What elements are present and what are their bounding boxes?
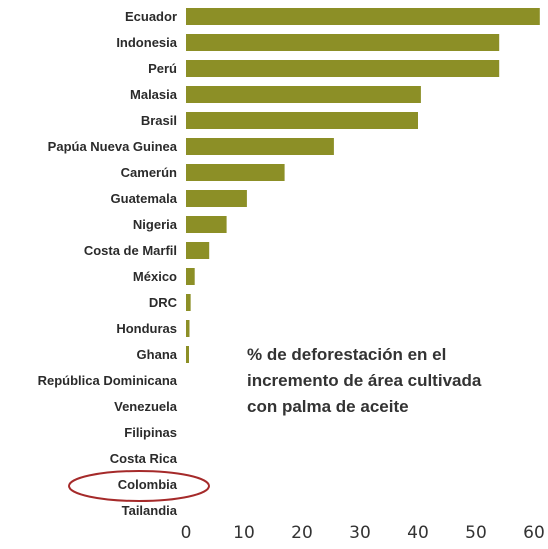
category-label-indonesia: Indonesia: [116, 35, 177, 50]
x-tick-label: 20: [291, 523, 313, 543]
x-axis-ticks: 0 10 20 30 40 50 60: [181, 523, 545, 543]
bar-ghana: [186, 346, 189, 363]
x-tick-label: 50: [465, 523, 487, 543]
category-label-ecuador: Ecuador: [125, 9, 177, 24]
category-label-mexico: México: [133, 269, 177, 284]
category-label-drc: DRC: [149, 295, 178, 310]
x-tick-label: 30: [349, 523, 371, 543]
category-label-peru: Perú: [148, 61, 177, 76]
highlight-ellipse: [68, 470, 210, 502]
highlight-group: [68, 470, 210, 502]
bar-honduras: [186, 320, 190, 337]
category-label-costa-rica: Costa Rica: [110, 451, 178, 466]
bar-guatemala: [186, 190, 247, 207]
bar-peru: [186, 60, 500, 77]
category-label-honduras: Honduras: [116, 321, 177, 336]
category-label-papua-nueva-guinea: Papúa Nueva Guinea: [48, 139, 178, 154]
category-label-venezuela: Venezuela: [114, 399, 178, 414]
bar-indonesia: [186, 34, 500, 51]
bar-mexico: [186, 268, 195, 285]
category-label-guatemala: Guatemala: [111, 191, 178, 206]
category-label-nigeria: Nigeria: [133, 217, 178, 232]
bar-nigeria: [186, 216, 227, 233]
category-label-colombia: Colombia: [118, 477, 178, 492]
category-label-republica-dominicana: República Dominicana: [38, 373, 178, 388]
category-label-brasil: Brasil: [141, 113, 177, 128]
bar-costa-de-marfil: [186, 242, 210, 259]
bars-group: [186, 8, 540, 363]
category-label-costa-de-marfil: Costa de Marfil: [84, 243, 177, 258]
category-labels: Ecuador Indonesia Perú Malasia Brasil Papúa N…: [38, 9, 178, 518]
category-label-ghana: Ghana: [137, 347, 178, 362]
bar-brasil: [186, 112, 418, 129]
x-tick-label: 60: [523, 523, 545, 543]
x-tick-label: 0: [181, 523, 192, 543]
x-tick-label: 40: [407, 523, 429, 543]
category-label-filipinas: Filipinas: [124, 425, 177, 440]
bar-malasia: [186, 86, 421, 103]
category-label-malasia: Malasia: [130, 87, 178, 102]
bar-papua-nueva-guinea: [186, 138, 334, 155]
chart-annotation: % de deforestación en el incremento de á…: [247, 345, 482, 416]
x-tick-label: 10: [233, 523, 255, 543]
category-label-tailandia: Tailandia: [122, 503, 178, 518]
bar-drc: [186, 294, 191, 311]
bar-ecuador: [186, 8, 540, 25]
category-label-camerun: Camerún: [121, 165, 177, 180]
bar-camerun: [186, 164, 285, 181]
